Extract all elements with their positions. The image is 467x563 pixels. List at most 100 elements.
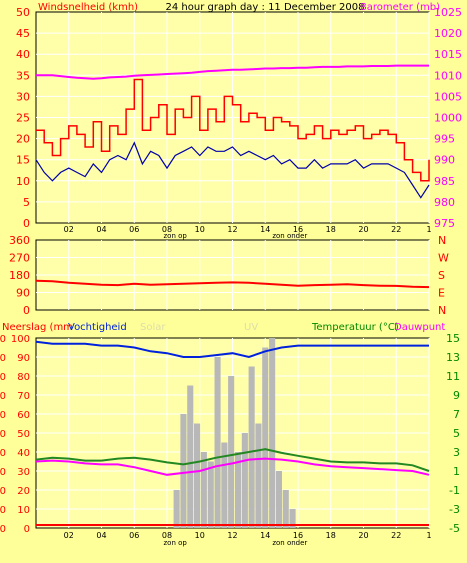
temperature-ytick-label: 1 [453, 465, 460, 478]
hour-tick-label: 02 [64, 225, 74, 234]
temperature-ytick-label: 7 [453, 408, 460, 421]
hour-tick-label: 14 [260, 531, 270, 540]
uv-solar-bar [200, 452, 207, 528]
rain-ytick-label: 0 [0, 372, 6, 383]
wind-ytick-label: 15 [16, 154, 30, 167]
humidity-ytick-label: 100 [11, 334, 30, 345]
hour-tick-label: 12 [227, 225, 237, 234]
temperature-axis-label: Temperatuur (°C) [311, 322, 399, 333]
hour-tick-label: 04 [96, 225, 106, 234]
temperature-ytick-label: 5 [453, 427, 460, 440]
hour-tick-label: 02 [64, 531, 74, 540]
hour-tick-label: 08 [162, 531, 172, 540]
solar-axis-label: Solar [140, 322, 166, 333]
humidity-ytick-label: 50 [17, 429, 30, 440]
wind-ytick-label: 30 [16, 90, 30, 103]
compass-tick-label: E [438, 287, 445, 300]
direction-grid [36, 240, 430, 310]
uv-solar-bar [248, 366, 255, 528]
hour-tick-label: 22 [391, 225, 401, 234]
wind-ytick-label: 5 [23, 196, 30, 209]
wind-hour-labels: 02 04 06 08 10 12 14 16 18 20 22 1 [64, 225, 432, 234]
uv-solar-bar [282, 490, 289, 528]
chart-title: 24 hour graph day : 11 December 2008 [166, 2, 365, 13]
uv-axis-label: UV [244, 322, 258, 333]
rain-ytick-label: 0 [0, 524, 6, 535]
direction-yticks-left: 360 270 180 90 0 [9, 234, 30, 317]
wind-ytick-label: 45 [16, 27, 30, 40]
hour-tick-label: 16 [293, 225, 303, 234]
humidity-ytick-label: 0 [24, 524, 30, 535]
humidity-ytick-label: 80 [17, 372, 30, 383]
hour-tick-label: 20 [358, 225, 368, 234]
rain-ytick-label: 0 [0, 486, 6, 497]
temperature-ytick-label: 9 [453, 389, 460, 402]
wind-direction-line [35, 279, 430, 289]
hour-tick-label: 12 [227, 531, 237, 540]
rain-ytick-label: 0 [0, 467, 6, 478]
uv-solar-bar [241, 433, 248, 528]
uv-solar-bar [262, 347, 269, 528]
barometer-ytick-label: 1015 [434, 48, 462, 61]
rain-ytick-label: 0 [0, 505, 6, 516]
humidity-ytick-label: 40 [17, 448, 30, 459]
wind-ytick-label: 50 [16, 6, 30, 19]
uv-solar-bar [187, 385, 194, 528]
barometer-axis-label: Barometer (mb) [360, 2, 440, 13]
hour-tick-label: 10 [195, 531, 205, 540]
uv-solar-bar [207, 461, 214, 528]
uv-solar-bar [228, 376, 235, 528]
humidity-temperature-panel: 0 00 100 200 300 400 500 600 700 800 900 100 -5-3-1… [0, 322, 460, 547]
uv-solar-bar [235, 452, 242, 528]
wind-ytick-label: 40 [16, 48, 30, 61]
hour-tick-label: 18 [326, 531, 336, 540]
wind-ytick-label: 35 [16, 69, 30, 82]
humidity-ytick-label: 20 [17, 486, 30, 497]
direction-ytick-label: 270 [9, 252, 30, 265]
barometer-ytick-label: 1000 [434, 112, 462, 125]
wind-average-line [35, 141, 430, 199]
wind-axis-label: Windsnelheid (kmh) [38, 2, 138, 13]
rain-ytick-label: 0 [0, 353, 6, 364]
rain-ytick-label: 0 [0, 334, 6, 345]
hour-tick-label: 16 [293, 531, 303, 540]
barometer-yticks-right: 975 980 985 990 995 1000 1005 1010 1015 1020 1025 [434, 6, 462, 230]
sunset-label: zon onder [272, 232, 307, 240]
humidity-yticks-left: 0 00 100 200 300 400 500 600 700 800 900 100 [0, 334, 30, 535]
barometer-ytick-label: 1010 [434, 69, 462, 82]
temperature-ytick-label: 3 [453, 446, 460, 459]
uv-solar-bar [255, 423, 262, 528]
humidity-ytick-label: 90 [17, 353, 30, 364]
barometer-ytick-label: 995 [434, 133, 455, 146]
wind-series [35, 64, 430, 199]
humidity-ytick-label: 10 [17, 505, 30, 516]
sunset-label-bottom: zon onder [272, 539, 307, 547]
hour-tick-label: 08 [162, 225, 172, 234]
hour-tick-label: 14 [260, 225, 270, 234]
uv-solar-bar [194, 423, 201, 528]
wind-max-line [36, 78, 430, 182]
temperature-ytick-label: -1 [449, 484, 460, 497]
uv-solar-bar [180, 414, 187, 528]
wind-ytick-label: 0 [23, 217, 30, 230]
uv-solar-bar [275, 471, 282, 528]
direction-ytick-label: 90 [16, 287, 30, 300]
uv-solar-bar [173, 490, 180, 528]
hour-tick-label: 06 [129, 531, 139, 540]
hour-tick-label: 10 [195, 225, 205, 234]
rain-ytick-label: 0 [0, 448, 6, 459]
wind-ytick-label: 20 [16, 133, 30, 146]
barometer-ytick-label: 980 [434, 196, 455, 209]
compass-tick-label: N [438, 234, 446, 247]
rain-ytick-label: 0 [0, 391, 6, 402]
barometer-ytick-label: 985 [434, 175, 455, 188]
compass-tick-label: W [438, 252, 449, 265]
hour-tick-label: 18 [326, 225, 336, 234]
temperature-ytick-label: -5 [449, 522, 460, 535]
temperature-line [35, 448, 430, 472]
